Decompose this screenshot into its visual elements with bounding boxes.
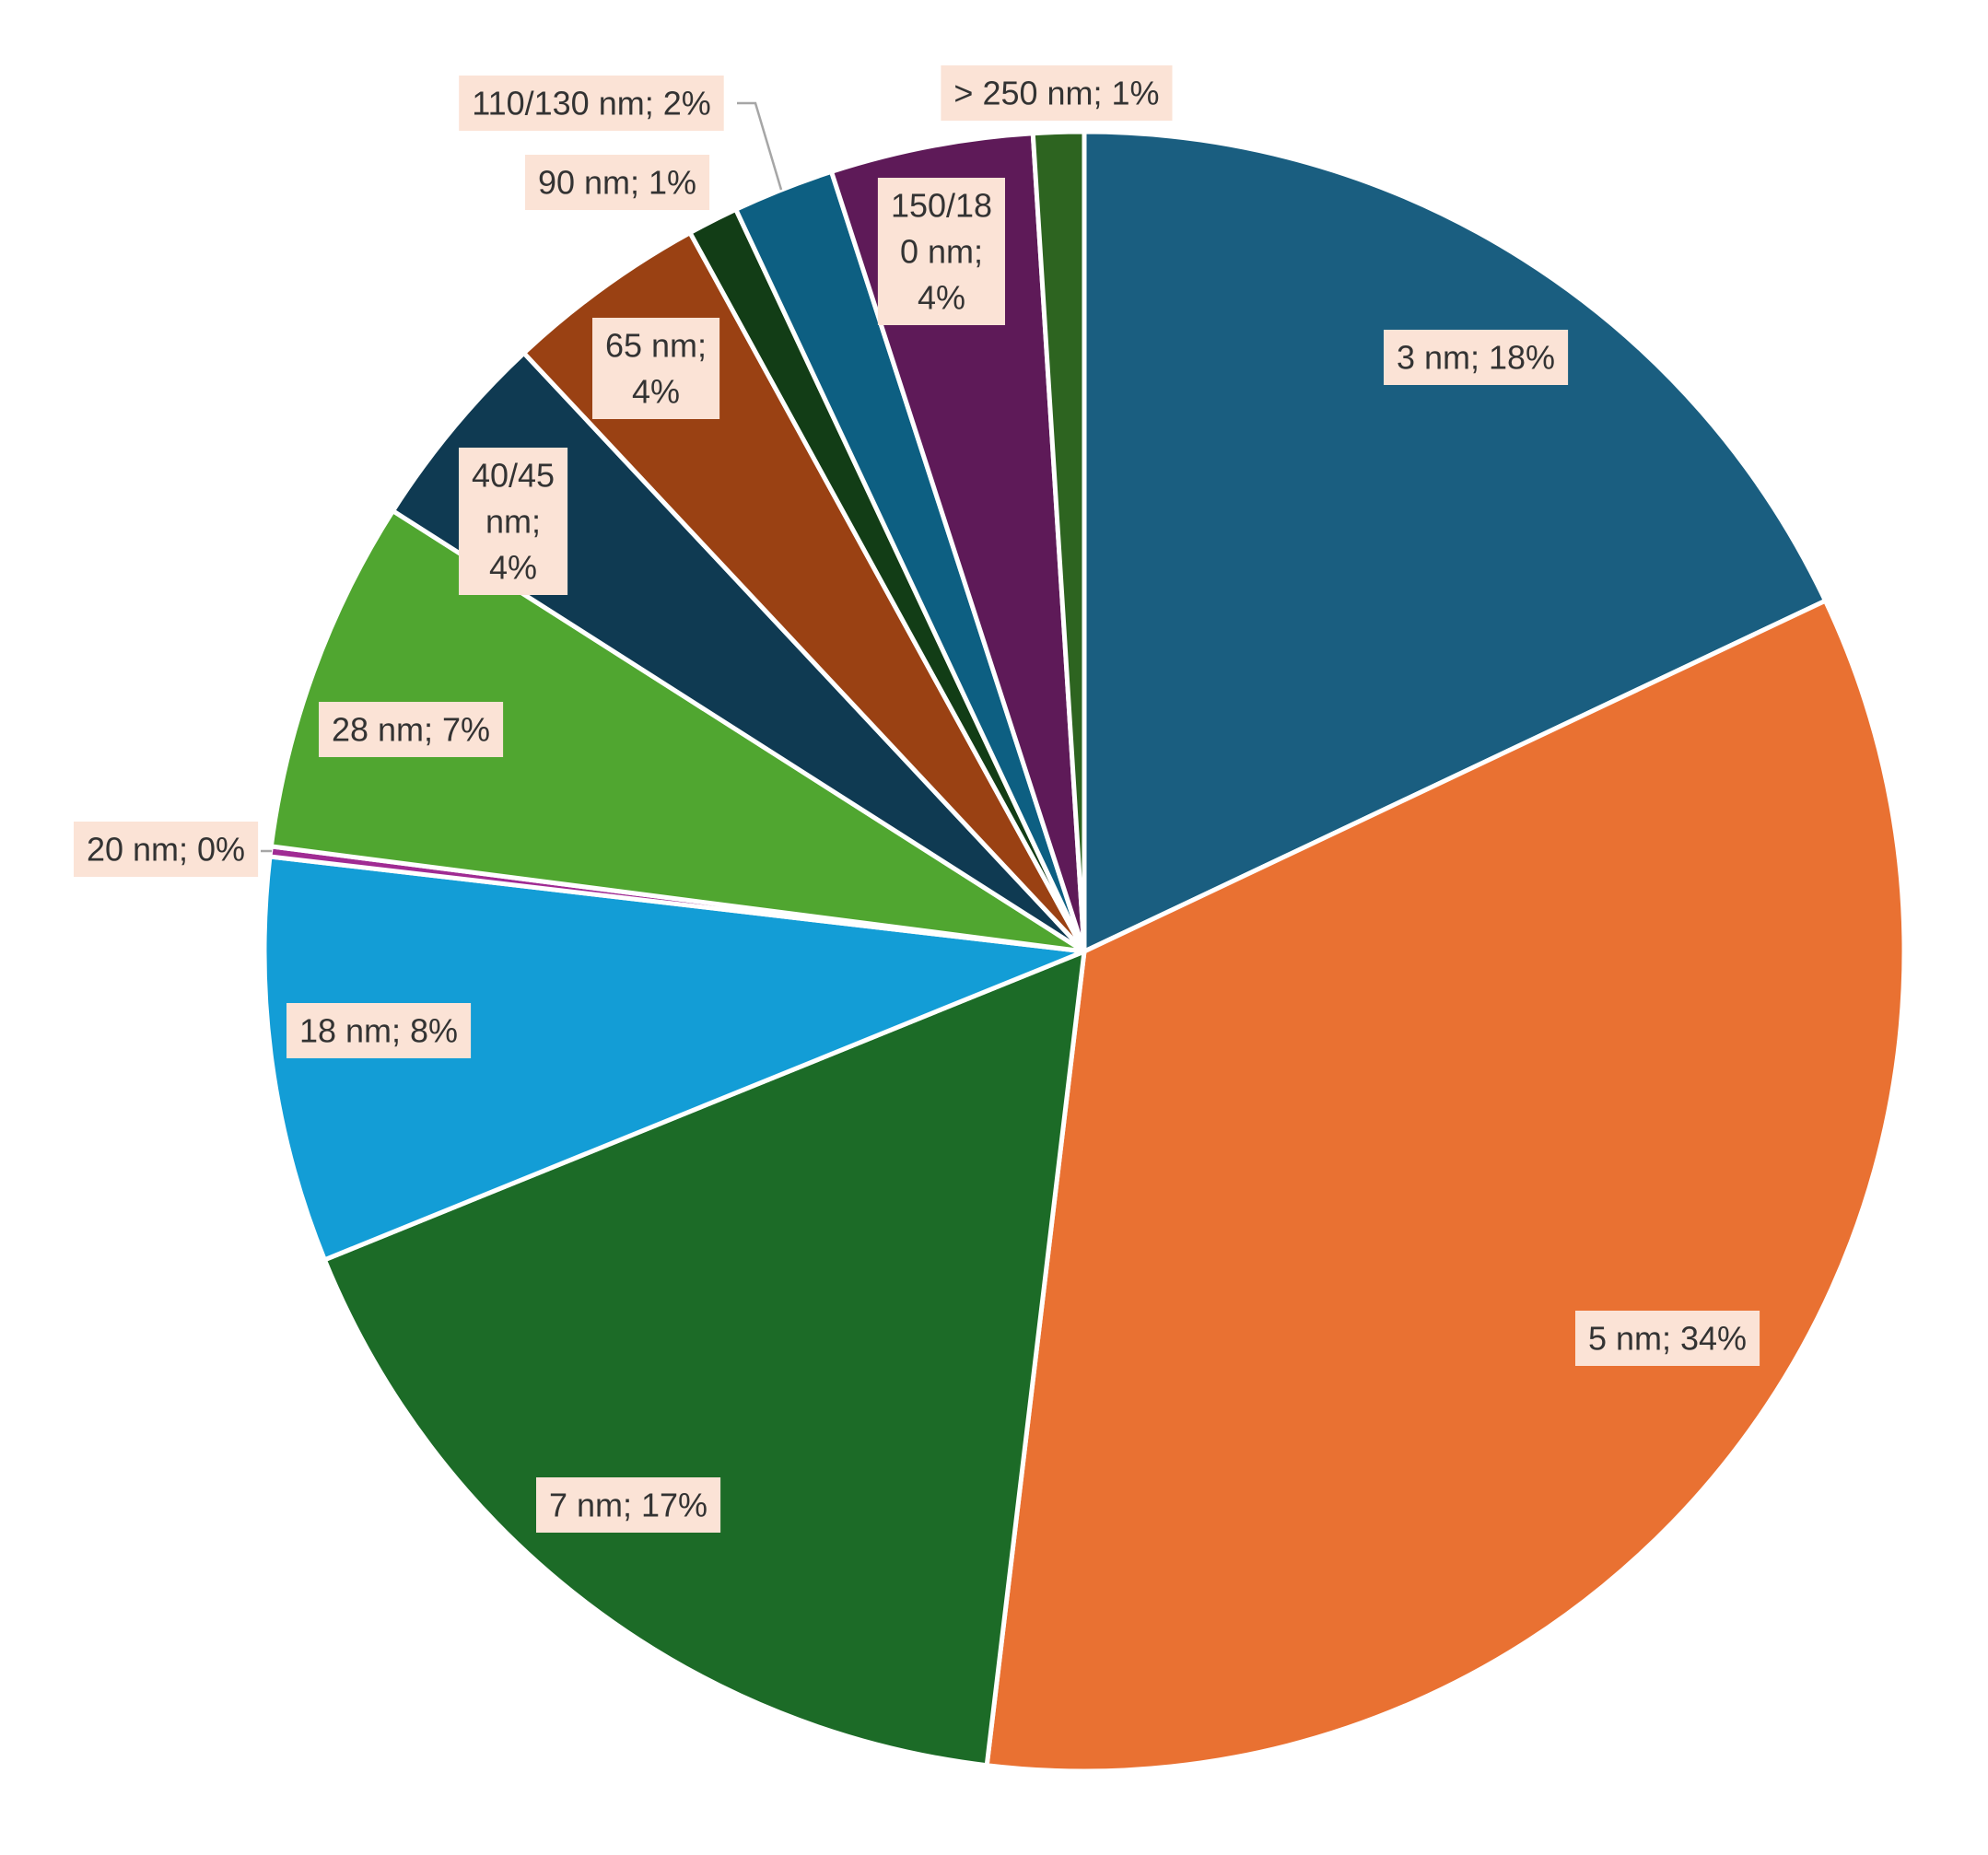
data-label-90-nm: 90 nm; 1% [525,155,710,210]
leader-lines [261,101,783,853]
data-label-text: 90 nm; 1% [538,164,696,202]
data-label-text: 4% [632,373,680,411]
data-label-18-nm: 18 nm; 8% [287,1003,472,1058]
data-label-150-180-nm: 150/18 0 nm; 4% [877,178,1005,325]
pie-slice-28-nm [268,508,1087,954]
pie-slice-3-nm [1082,129,1828,954]
data-label-text: 110/130 nm; 2% [472,85,711,122]
leader-line-110-130-nm [737,101,783,191]
data-label-box [877,178,1005,325]
data-label-text: 20 nm; 0% [87,831,245,869]
data-label-box [1575,1311,1760,1366]
data-label-text: 7 nm; 17% [549,1487,707,1524]
data-labels: 3 nm; 18% 5 nm; 34% 7 nm; 17% 18 nm; 8% 20 n… [74,65,1760,1533]
data-label-text: 4% [918,279,965,317]
pie-slice-5-nm [984,598,1907,1774]
data-label-text: > 250 nm; 1% [953,75,1159,112]
data-label-5-nm: 5 nm; 34% [1575,1311,1760,1366]
pie-slice-18-nm [262,854,1087,1263]
data-label-box [592,318,720,419]
data-label-110-130-nm: 110/130 nm; 2% [459,76,724,131]
data-label-text: 0 nm; [900,233,983,271]
data-label-text: 3 nm; 18% [1397,339,1555,377]
data-label-box [319,702,504,757]
data-label-text: 4% [489,549,537,587]
data-label-box [1384,330,1569,385]
data-label-text: 40/45 [472,457,555,495]
pie-slice-250-nm [1030,129,1087,954]
data-label-65-nm: 65 nm; 4% [592,318,720,419]
pie-slices [262,129,1907,1774]
pie-slice-7-nm [322,949,1087,1768]
data-label-text: 18 nm; 8% [299,1012,458,1050]
data-label-box [287,1003,472,1058]
data-label-text: 5 nm; 34% [1588,1320,1747,1358]
data-label-28-nm: 28 nm; 7% [319,702,504,757]
data-label-text: 28 nm; 7% [332,711,490,749]
data-label-40-45-nm: 40/45 nm; 4% [459,448,568,595]
data-label-box [74,822,259,877]
data-label-box [941,65,1173,121]
data-label-text: 150/18 [891,187,992,225]
data-label-box [459,76,724,131]
data-label-box [536,1477,721,1533]
data-label-box [525,155,710,210]
data-label-20-nm: 20 nm; 0% [74,822,259,877]
pie-slice-150-180-nm [829,131,1087,954]
data-label-text: 65 nm; [605,327,707,365]
data-label-text: nm; [485,503,541,541]
data-label-3-nm: 3 nm; 18% [1384,330,1569,385]
data-label-box [459,448,568,595]
data-label-7-nm: 7 nm; 17% [536,1477,721,1533]
data-label-250-nm: > 250 nm; 1% [941,65,1173,121]
